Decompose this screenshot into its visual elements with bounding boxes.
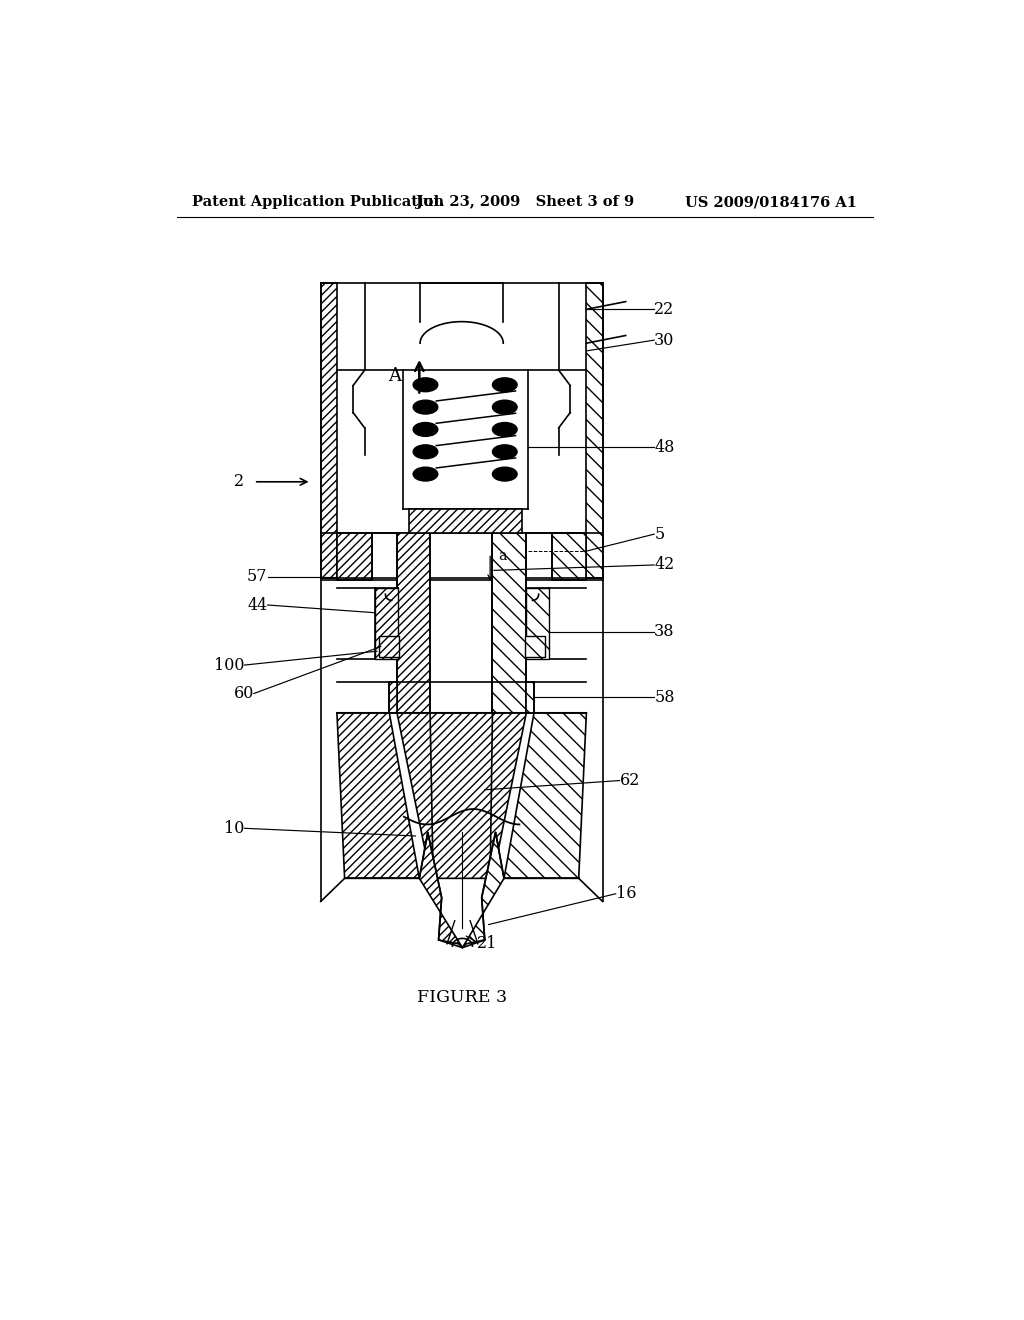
Text: 57: 57 [247, 568, 267, 585]
Ellipse shape [413, 445, 438, 458]
Polygon shape [379, 636, 398, 657]
Ellipse shape [493, 445, 517, 458]
Ellipse shape [493, 467, 517, 480]
Text: 30: 30 [654, 331, 675, 348]
Ellipse shape [493, 378, 517, 392]
Text: 5: 5 [654, 525, 665, 543]
Polygon shape [375, 589, 397, 659]
Polygon shape [526, 682, 535, 713]
Text: Patent Application Publication: Patent Application Publication [193, 195, 444, 210]
Polygon shape [389, 682, 397, 713]
Polygon shape [397, 713, 526, 878]
Text: 100: 100 [214, 656, 245, 673]
Text: A: A [388, 367, 401, 384]
Polygon shape [587, 284, 602, 578]
Text: 38: 38 [654, 623, 675, 640]
Ellipse shape [413, 400, 438, 414]
Polygon shape [337, 713, 419, 878]
Polygon shape [337, 533, 372, 581]
Polygon shape [463, 832, 504, 948]
Text: FIGURE 3: FIGURE 3 [417, 989, 507, 1006]
Polygon shape [321, 284, 337, 578]
Text: 58: 58 [654, 689, 675, 706]
Polygon shape [493, 533, 526, 713]
Polygon shape [526, 589, 549, 659]
Text: 16: 16 [615, 886, 636, 903]
Ellipse shape [493, 422, 517, 437]
Polygon shape [504, 713, 587, 878]
Ellipse shape [493, 400, 517, 414]
Text: 48: 48 [654, 438, 675, 455]
Ellipse shape [413, 467, 438, 480]
Ellipse shape [413, 378, 438, 392]
Polygon shape [524, 636, 545, 657]
Polygon shape [552, 533, 587, 581]
Text: 10: 10 [224, 820, 245, 837]
Text: US 2009/0184176 A1: US 2009/0184176 A1 [685, 195, 857, 210]
Text: 22: 22 [654, 301, 675, 318]
Polygon shape [397, 533, 430, 713]
Polygon shape [410, 508, 521, 533]
Text: 42: 42 [654, 557, 675, 573]
Polygon shape [419, 832, 463, 948]
Text: 2: 2 [234, 474, 245, 490]
Text: 44: 44 [248, 597, 267, 614]
Text: 62: 62 [620, 772, 640, 789]
Text: a: a [498, 549, 506, 562]
Text: 60: 60 [233, 685, 254, 702]
Text: 21: 21 [477, 936, 498, 952]
Text: Jul. 23, 2009   Sheet 3 of 9: Jul. 23, 2009 Sheet 3 of 9 [416, 195, 634, 210]
Ellipse shape [413, 422, 438, 437]
